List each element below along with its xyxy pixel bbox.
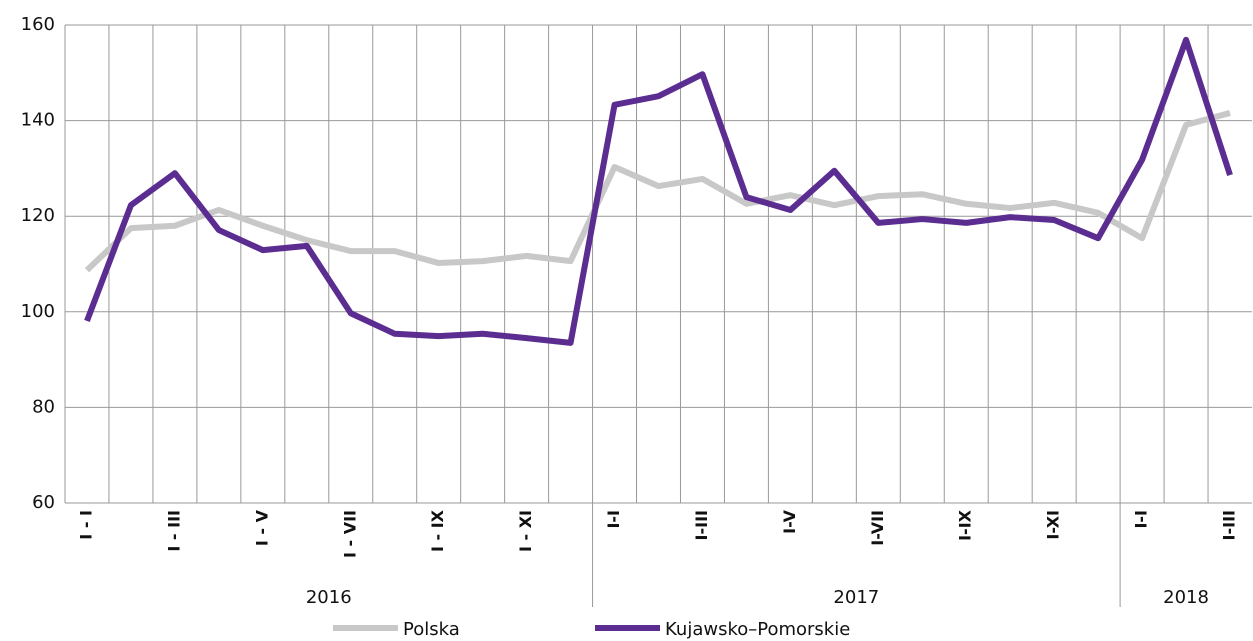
y-tick-label: 140: [21, 110, 55, 131]
year-label: 2017: [833, 587, 879, 608]
year-label: 2018: [1163, 587, 1209, 608]
y-tick-label: 120: [21, 205, 55, 226]
x-tick-label: I-I: [604, 510, 623, 529]
x-tick-label: I-V: [780, 509, 799, 533]
x-tick-label: I-IX: [956, 509, 975, 541]
series-line: [84, 110, 1231, 273]
x-tick-label: I-III: [692, 510, 711, 540]
y-tick-label: 160: [21, 14, 55, 35]
x-tick-label: I-XI: [1044, 510, 1063, 540]
x-tick-label: I - III: [164, 510, 183, 552]
legend-label: Kujawsko–Pomorskie: [665, 619, 850, 640]
year-label: 2016: [306, 587, 352, 608]
x-tick-label: I - VII: [340, 510, 359, 558]
series-line: [84, 36, 1233, 346]
x-tick-label: I-VII: [868, 510, 887, 546]
legend-label: Polska: [403, 619, 460, 640]
x-tick-label: I - IX: [428, 509, 447, 552]
x-tick-label: I-III: [1220, 510, 1239, 540]
x-tick-label: I - XI: [516, 510, 535, 552]
x-tick-label: I - V: [252, 509, 271, 546]
y-tick-label: 100: [21, 301, 55, 322]
x-tick-label: I-I: [1132, 510, 1151, 529]
y-tick-label: 60: [32, 492, 55, 513]
y-tick-label: 80: [32, 396, 55, 417]
x-tick-label: I - I: [76, 510, 95, 540]
